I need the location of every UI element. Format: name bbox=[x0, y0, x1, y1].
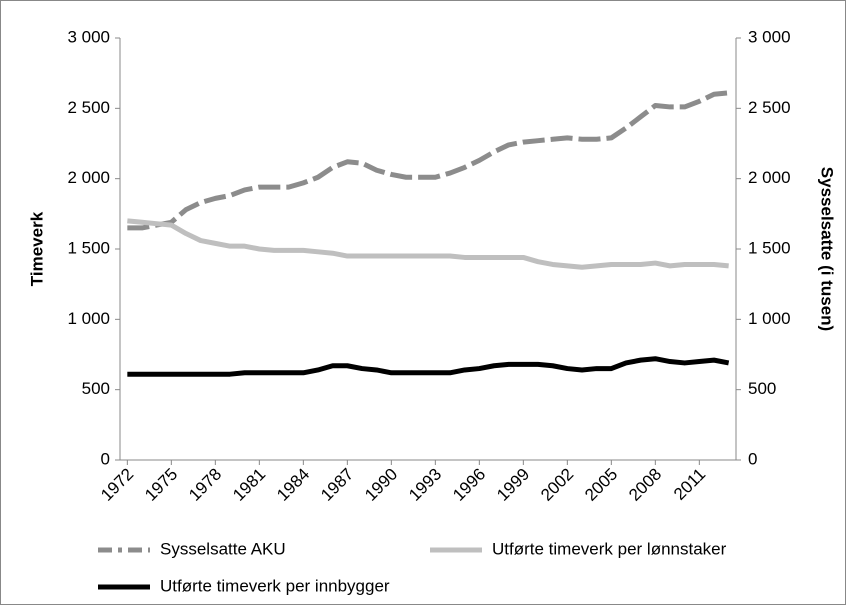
y-tick-label: 1 000 bbox=[67, 309, 110, 328]
y-tick-label: 1 500 bbox=[67, 238, 110, 257]
y2-tick-label: 1 000 bbox=[748, 309, 791, 328]
legend-label: Sysselsatte AKU bbox=[160, 539, 286, 558]
y2-tick-label: 2 000 bbox=[748, 168, 791, 187]
y-tick-label: 0 bbox=[101, 449, 110, 468]
y2-axis-title: Sysselsatte (i tusen) bbox=[818, 167, 837, 331]
series-line bbox=[127, 356, 730, 377]
y-tick-label: 3 000 bbox=[67, 27, 110, 46]
y2-tick-label: 0 bbox=[748, 449, 757, 468]
series-line bbox=[127, 218, 729, 270]
y2-tick-label: 2 500 bbox=[748, 98, 791, 117]
legend-label: Utførte timeverk per innbygger bbox=[160, 576, 390, 595]
y-axis-title: Timeverk bbox=[27, 211, 46, 286]
y-tick-label: 2 500 bbox=[67, 98, 110, 117]
series-line bbox=[127, 90, 729, 231]
y-tick-label: 2 000 bbox=[67, 168, 110, 187]
y2-tick-label: 1 500 bbox=[748, 238, 791, 257]
y-tick-label: 500 bbox=[82, 379, 110, 398]
legend-label: Utførte timeverk per lønnstaker bbox=[492, 539, 727, 558]
y2-tick-label: 500 bbox=[748, 379, 776, 398]
y2-tick-label: 3 000 bbox=[748, 27, 791, 46]
